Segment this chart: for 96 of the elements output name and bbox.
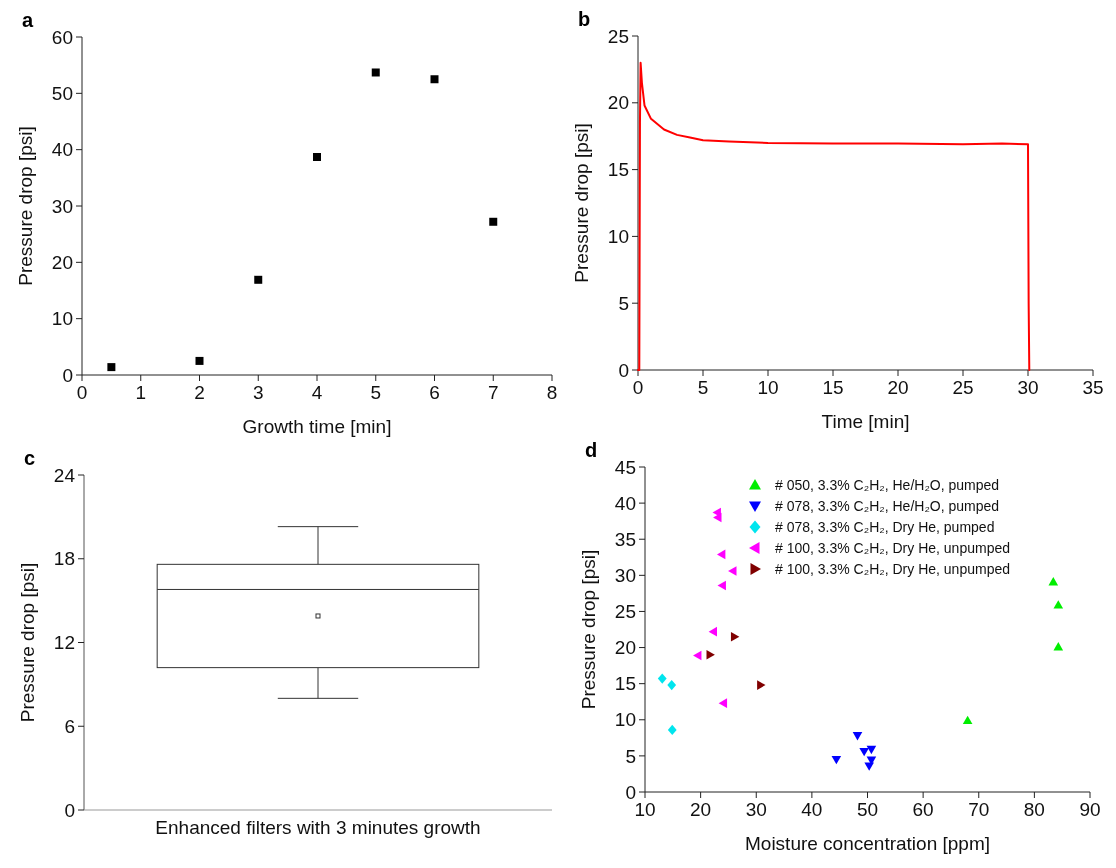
x-tick-label: 3 [252, 382, 264, 403]
point [1048, 577, 1059, 586]
y-tick-label: 5 [618, 292, 629, 314]
y-axis-title: Pressure drop [psi] [571, 123, 592, 283]
y-tick-label: 0 [625, 781, 636, 803]
legend-label: # 078, 3.3% C₂H₂, He/H₂O, pumped [775, 497, 1000, 514]
x-axis-title: Growth time [min] [242, 416, 392, 437]
y-tick-label: 25 [614, 601, 636, 623]
point [667, 724, 677, 736]
y-tick-label: 10 [607, 226, 629, 248]
x-tick-label: 1 [135, 382, 147, 403]
x-tick-label: 2 [194, 382, 205, 403]
x-tick-label: 5 [370, 382, 382, 403]
chart-title: d [585, 439, 598, 461]
y-tick-label: 20 [607, 92, 629, 114]
x-tick-label: 25 [952, 377, 974, 398]
point [831, 755, 842, 765]
point [1053, 600, 1064, 609]
y-axis-title: Pressure drop [psi] [578, 549, 599, 710]
point [713, 512, 722, 523]
chart-title: c [24, 447, 36, 469]
y-tick-label: 6 [64, 715, 75, 737]
point [195, 356, 204, 365]
point [717, 580, 726, 591]
point [430, 75, 439, 84]
x-tick-label: 30 [745, 799, 767, 820]
point [852, 732, 863, 741]
x-tick-label: 40 [801, 799, 823, 820]
point [667, 679, 677, 691]
y-tick-label: 45 [614, 456, 636, 478]
y-tick-label: 24 [53, 464, 76, 486]
chart-title: a [22, 9, 34, 31]
chart-title: b [578, 8, 591, 30]
x-tick-label: 70 [968, 799, 990, 820]
y-axis-title: Pressure drop [psi] [17, 562, 38, 723]
y-tick-label: 18 [53, 548, 75, 570]
y-tick-label: 5 [625, 745, 636, 767]
x-tick-label: 20 [887, 377, 909, 398]
x-tick-label: 60 [912, 799, 934, 820]
x-tick-label: 6 [429, 382, 440, 403]
legend-label: # 100, 3.3% C₂H₂, Dry He, unpumped [775, 560, 1010, 577]
y-tick-label: 15 [607, 159, 629, 181]
line-series [637, 61, 1031, 371]
x-tick-label: 35 [1082, 377, 1104, 398]
x-axis-title: Moisture concentration [ppm] [744, 833, 991, 854]
y-tick-label: 30 [614, 564, 636, 586]
y-tick-label: 50 [51, 82, 73, 104]
y-tick-label: 15 [614, 673, 636, 695]
point [693, 650, 702, 661]
x-tick-label: 50 [856, 799, 879, 820]
x-tick-label: 8 [546, 382, 558, 403]
x-tick-label: 7 [487, 382, 499, 403]
point [708, 626, 718, 637]
point [107, 363, 116, 372]
x-tick-label: 90 [1079, 799, 1101, 820]
point [962, 715, 973, 725]
y-tick-label: 60 [51, 26, 73, 48]
point [1053, 642, 1064, 651]
x-tick-label: 80 [1023, 799, 1045, 820]
point [864, 762, 874, 771]
point [489, 217, 498, 226]
x-tick-label: 30 [1017, 377, 1039, 398]
point [706, 649, 715, 660]
point [718, 698, 728, 708]
y-tick-label: 20 [614, 637, 636, 659]
legend-label: # 100, 3.3% C₂H₂, Dry He, unpumped [775, 539, 1010, 556]
y-tick-label: 40 [51, 139, 73, 161]
point [716, 549, 726, 560]
x-tick-label: 5 [697, 377, 709, 398]
x-tick-label: 10 [757, 377, 779, 398]
point [657, 673, 667, 684]
point [859, 747, 869, 757]
legend-label: # 078, 3.3% C₂H₂, Dry He, pumped [775, 518, 995, 535]
y-tick-label: 12 [53, 632, 75, 654]
y-tick-label: 10 [614, 709, 636, 731]
point [728, 566, 737, 576]
y-tick-label: 25 [607, 25, 629, 47]
point [866, 745, 877, 755]
point [313, 152, 321, 161]
x-tick-label: 20 [690, 799, 712, 820]
y-tick-label: 30 [51, 195, 73, 217]
point [757, 680, 766, 690]
y-tick-label: 40 [614, 492, 636, 514]
y-tick-label: 20 [51, 251, 73, 273]
y-tick-label: 0 [618, 359, 629, 381]
x-tick-label: 4 [311, 382, 323, 403]
x-tick-label: 15 [822, 377, 844, 398]
y-tick-label: 35 [614, 528, 636, 550]
point [730, 631, 740, 642]
y-tick-label: 10 [51, 308, 73, 330]
point [254, 275, 263, 284]
legend-label: # 050, 3.3% C₂H₂, He/H₂O, pumped [775, 476, 1000, 493]
x-axis-title: Time [min] [821, 411, 910, 432]
x-tick-label: Enhanced filters with 3 minutes growth [155, 817, 481, 838]
point [371, 68, 380, 77]
y-axis-title: Pressure drop [psi] [15, 126, 36, 286]
